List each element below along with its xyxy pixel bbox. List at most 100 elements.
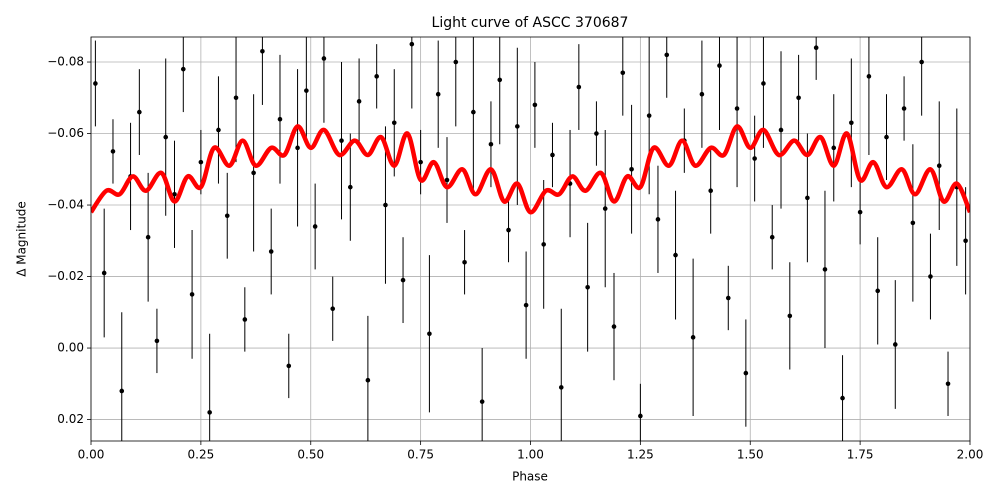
x-tick-label: 0.50 [297, 448, 324, 462]
data-point [541, 242, 546, 247]
data-point [857, 209, 863, 215]
data-point [875, 288, 881, 294]
data-point [708, 188, 713, 194]
data-point [339, 138, 344, 143]
data-point [550, 152, 555, 158]
grid [90, 37, 971, 441]
data-point [532, 102, 538, 108]
data-point [286, 363, 292, 369]
data-point [348, 184, 353, 190]
data-point [840, 395, 845, 401]
data-point [497, 77, 503, 83]
data-point [479, 399, 485, 404]
y-tick-label: −0.04 [47, 198, 84, 212]
data-point [822, 267, 828, 272]
data-point [233, 95, 239, 101]
y-tick-label: −0.02 [47, 269, 84, 283]
data-point [110, 149, 116, 154]
data-point [216, 127, 221, 133]
axes: 0.00 0.25 0.50 0.75 1.00 1.25 1.50 1.75 2.00 −0.0… [47, 55, 983, 462]
data-point [488, 141, 494, 147]
data-point [620, 70, 626, 76]
data-point [224, 213, 230, 219]
data-point [849, 120, 854, 126]
data-point [892, 342, 898, 347]
data-point [805, 195, 810, 201]
data-point [884, 134, 889, 140]
data-point [752, 156, 757, 161]
data-point [365, 377, 371, 383]
data-point [304, 88, 309, 93]
x-axis-label: Phase [512, 470, 548, 484]
data-point [189, 292, 195, 297]
data-point [769, 234, 775, 240]
data-point [734, 106, 740, 111]
data-point [374, 74, 379, 79]
x-tick-label: 0.25 [188, 448, 215, 462]
data-point [655, 217, 661, 222]
data-point [295, 145, 300, 151]
data-point [673, 252, 678, 258]
x-tick-label: 1.25 [627, 448, 654, 462]
data-point [585, 284, 590, 290]
data-point [901, 106, 907, 111]
data-point [427, 331, 432, 337]
data-point [260, 49, 265, 54]
data-point [558, 385, 564, 390]
x-tick-label: 1.00 [517, 448, 544, 462]
y-tick-label: 0.02 [57, 412, 84, 426]
data-point [638, 413, 643, 419]
data-point [690, 335, 696, 340]
plot-area [91, 37, 970, 441]
data-point [743, 370, 749, 376]
data-point [963, 238, 968, 244]
data-point [391, 120, 397, 126]
data-point [163, 134, 169, 140]
data-point [611, 324, 617, 329]
data-point [602, 206, 608, 211]
data-point [268, 249, 274, 254]
data-point [866, 74, 872, 79]
data-point [154, 338, 160, 344]
data-point [137, 109, 142, 115]
y-tick-label: −0.08 [47, 55, 84, 69]
data-point [242, 317, 248, 322]
data-point [523, 302, 529, 308]
data-point [383, 202, 388, 208]
data-point [506, 227, 511, 233]
data-point [910, 220, 916, 226]
data-point [418, 159, 423, 165]
data-point [356, 99, 362, 104]
data-point [435, 91, 441, 97]
data-point [813, 45, 819, 51]
chart-title: Light curve of ASCC 370687 [432, 15, 629, 31]
data-point [919, 59, 924, 65]
x-tick-label: 2.00 [957, 448, 984, 462]
data-point [462, 259, 467, 265]
data-point [207, 410, 212, 415]
model-line [91, 124, 970, 215]
data-point [787, 313, 793, 319]
data-point [180, 66, 186, 72]
data-point [725, 295, 731, 301]
y-tick-label: 0.00 [57, 341, 84, 355]
data-point [400, 277, 406, 283]
data-point [796, 95, 801, 101]
data-point [277, 116, 283, 122]
x-tick-label: 0.75 [407, 448, 434, 462]
y-tick-label: −0.06 [47, 126, 84, 140]
data-point [145, 234, 151, 240]
data-point [831, 145, 837, 151]
data-point [444, 177, 450, 183]
data-point [761, 81, 766, 86]
data-point [576, 84, 582, 90]
data-point [699, 91, 705, 97]
data-point [101, 270, 107, 276]
data-point [251, 170, 256, 176]
data-point [93, 81, 98, 86]
x-tick-label: 0.00 [78, 448, 105, 462]
x-tick-label: 1.50 [737, 448, 764, 462]
data-point [945, 381, 951, 387]
data-point [664, 52, 670, 58]
